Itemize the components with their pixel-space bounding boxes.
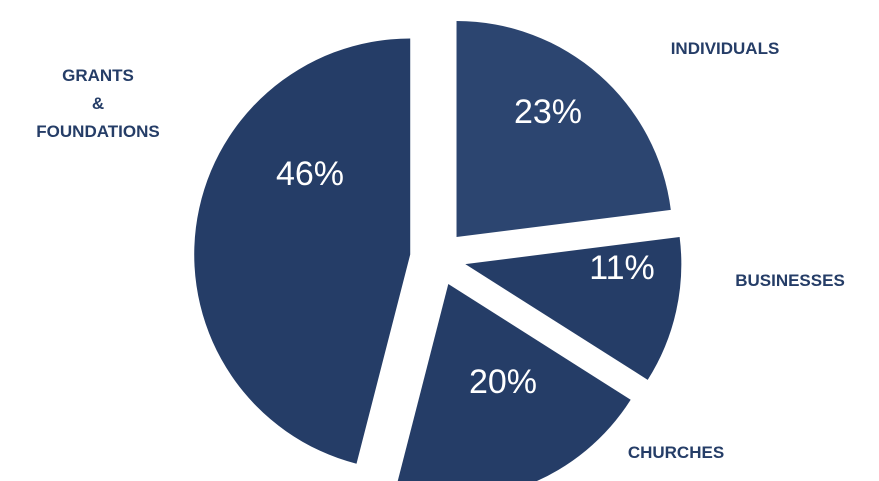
pie-slice-individuals xyxy=(456,20,671,237)
pie-slice-businesses xyxy=(465,237,682,380)
slice-value-label-businesses: 11% xyxy=(589,249,655,287)
slice-value-label-grants-foundations: 46% xyxy=(276,155,344,193)
pie-slice-grants-foundations xyxy=(194,38,411,464)
category-label-individuals: INDIVIDUALS xyxy=(671,39,780,58)
category-label-businesses: BUSINESSES xyxy=(735,271,845,290)
slice-value-label-individuals: 23% xyxy=(514,93,582,131)
pie-slice-churches xyxy=(397,284,631,481)
slice-value-label-churches: 20% xyxy=(469,363,537,401)
category-label-churches: CHURCHES xyxy=(628,443,724,462)
category-label-grants-foundations: GRANTS & FOUNDATIONS xyxy=(36,66,159,141)
